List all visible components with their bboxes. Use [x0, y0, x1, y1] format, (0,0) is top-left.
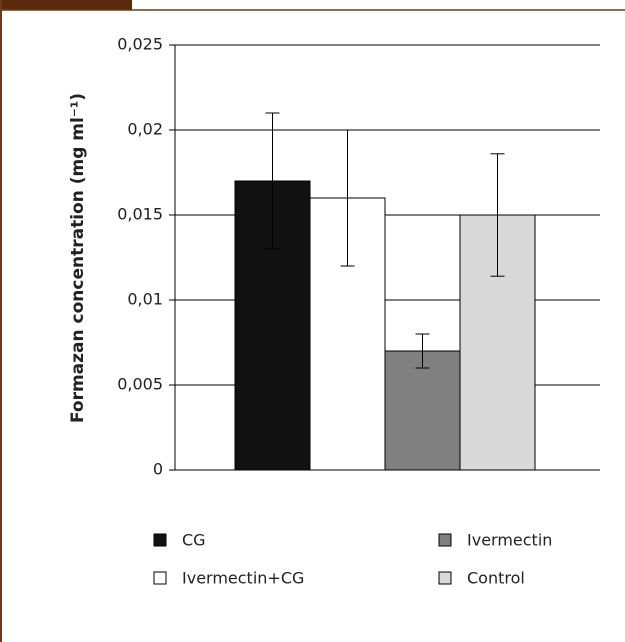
legend-swatch — [438, 571, 452, 585]
legend-label: Ivermectin+CG — [182, 569, 304, 588]
legend-label: Ivermectin — [467, 531, 552, 550]
y-tick-label: 0,02 — [127, 120, 163, 139]
legend-swatch — [438, 533, 452, 547]
y-tick-label: 0 — [153, 460, 163, 479]
y-tick-label: 0,01 — [127, 290, 163, 309]
y-tick-label: 0,015 — [117, 205, 163, 224]
error-bar — [415, 333, 430, 369]
bar — [384, 350, 461, 471]
y-tick-label: 0,025 — [117, 35, 163, 54]
error-bar — [265, 112, 280, 250]
y-tick-label: 0,005 — [117, 375, 163, 394]
legend-swatch — [153, 571, 167, 585]
legend-swatch — [153, 533, 167, 547]
error-bar — [340, 129, 355, 267]
error-bar — [490, 153, 505, 277]
legend-label: Control — [467, 569, 525, 588]
y-axis-label: Formazan concentration (mg ml⁻¹) — [68, 93, 88, 423]
legend-label: CG — [182, 531, 206, 550]
corner-tab — [0, 0, 132, 10]
